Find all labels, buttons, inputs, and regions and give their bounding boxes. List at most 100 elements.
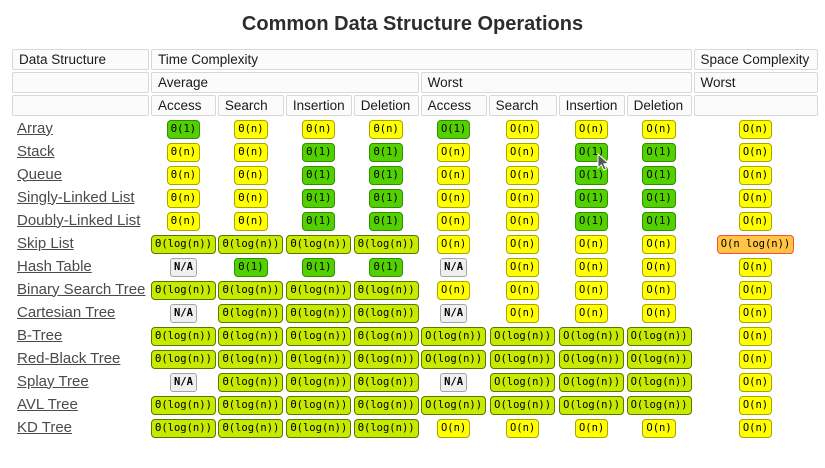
data-structure-link[interactable]: AVL Tree bbox=[17, 395, 78, 413]
complexity-cell: O(n) bbox=[694, 325, 818, 346]
complexity-cell: Θ(n) bbox=[151, 141, 216, 162]
complexity-pill: O(n) bbox=[436, 418, 471, 438]
data-structure-link[interactable]: Splay Tree bbox=[17, 372, 89, 390]
complexity-pill: O(n) bbox=[642, 280, 676, 300]
complexity-cell: O(n) bbox=[559, 417, 625, 438]
complexity-pill: Θ(log(n)) bbox=[218, 326, 284, 346]
complexity-cell: O(n) bbox=[694, 210, 818, 231]
complexity-pill: O(n) bbox=[738, 188, 773, 208]
complexity-cell: O(1) bbox=[627, 187, 692, 208]
complexity-pill: O(n) bbox=[642, 303, 676, 323]
complexity-cell: O(log(n)) bbox=[489, 394, 557, 415]
complexity-pill: O(n) bbox=[505, 234, 540, 254]
complexity-cell: Θ(1) bbox=[286, 141, 352, 162]
complexity-cell: Θ(log(n)) bbox=[151, 394, 216, 415]
complexity-cell: O(log(n)) bbox=[489, 371, 557, 392]
complexity-pill: Θ(log(n)) bbox=[151, 326, 216, 346]
data-structure-cell: Skip List bbox=[12, 233, 149, 254]
complexity-pill: O(1) bbox=[574, 165, 609, 185]
complexity-pill: Θ(log(n)) bbox=[218, 234, 284, 254]
data-structure-link[interactable]: Queue bbox=[17, 165, 63, 183]
complexity-pill: O(n) bbox=[574, 257, 609, 277]
complexity-pill: O(log(n)) bbox=[559, 326, 625, 346]
complexity-pill: O(n) bbox=[505, 418, 540, 438]
complexity-pill: Θ(1) bbox=[302, 142, 336, 162]
complexity-pill: Θ(log(n)) bbox=[353, 280, 419, 300]
complexity-cell: O(n) bbox=[489, 210, 557, 231]
data-structure-cell: Red-Black Tree bbox=[12, 348, 149, 369]
complexity-cell: Θ(1) bbox=[354, 256, 419, 277]
complexity-pill: O(n) bbox=[642, 418, 676, 438]
complexity-cell: Θ(1) bbox=[218, 256, 284, 277]
complexity-pill: O(n) bbox=[436, 165, 471, 185]
complexity-cell: Θ(log(n)) bbox=[286, 233, 352, 254]
complexity-cell: O(n) bbox=[489, 141, 557, 162]
complexity-cell: Θ(n) bbox=[218, 210, 284, 231]
complexity-pill: O(log(n)) bbox=[559, 372, 625, 392]
complexity-cell: O(n) bbox=[694, 348, 818, 369]
data-structure-link[interactable]: Cartesian Tree bbox=[17, 303, 116, 321]
data-structure-cell: Stack bbox=[12, 141, 149, 162]
complexity-pill: O(n) bbox=[505, 142, 540, 162]
complexity-pill: O(log(n)) bbox=[490, 372, 556, 392]
data-structure-link[interactable]: Skip List bbox=[17, 234, 74, 252]
table-row: AVL Tree Θ(log(n)) Θ(log(n)) Θ(log(n)) Θ(log… bbox=[12, 394, 818, 415]
data-structure-link[interactable]: Hash Table bbox=[17, 257, 92, 275]
complexity-pill: Θ(log(n)) bbox=[286, 395, 352, 415]
complexity-pill: O(n) bbox=[505, 165, 540, 185]
data-structure-link[interactable]: Stack bbox=[17, 142, 55, 160]
complexity-pill: O(n) bbox=[574, 280, 609, 300]
complexity-pill: O(log(n)) bbox=[421, 349, 487, 369]
complexity-cell: Θ(1) bbox=[354, 164, 419, 185]
complexity-cell: O(n) bbox=[627, 417, 692, 438]
header-worst-search: Search bbox=[488, 95, 557, 116]
complexity-pill: O(n) bbox=[505, 257, 540, 277]
complexity-pill: O(n) bbox=[505, 188, 540, 208]
data-structure-cell: Array bbox=[12, 118, 149, 139]
complexity-pill: Θ(1) bbox=[234, 257, 268, 277]
complexity-cell: N/A bbox=[151, 302, 216, 323]
header-worst-time: Worst bbox=[420, 72, 692, 93]
header-avg-insertion: Insertion bbox=[285, 95, 352, 116]
complexity-cell: Θ(1) bbox=[286, 210, 352, 231]
complexity-cell: O(n log(n)) bbox=[694, 233, 818, 254]
complexity-pill: O(n) bbox=[505, 280, 540, 300]
data-structure-link[interactable]: Red-Black Tree bbox=[17, 349, 121, 367]
data-structure-link[interactable]: Singly-Linked List bbox=[17, 188, 135, 206]
complexity-pill: Θ(log(n)) bbox=[353, 372, 419, 392]
complexity-cell: O(n) bbox=[421, 233, 487, 254]
complexity-pill: O(1) bbox=[574, 142, 609, 162]
complexity-cell: O(n) bbox=[559, 233, 625, 254]
complexity-cell: Θ(log(n)) bbox=[286, 348, 352, 369]
complexity-cell: Θ(log(n)) bbox=[151, 348, 216, 369]
complexity-cell: Θ(log(n)) bbox=[353, 417, 419, 438]
data-structure-link[interactable]: Doubly-Linked List bbox=[17, 211, 141, 229]
header-data-structure: Data Structure bbox=[12, 49, 149, 70]
complexity-cell: O(n) bbox=[694, 118, 818, 139]
data-structure-link[interactable]: KD Tree bbox=[17, 418, 73, 436]
data-structure-link[interactable]: Binary Search Tree bbox=[17, 280, 146, 298]
complexity-cell: Θ(log(n)) bbox=[286, 279, 352, 300]
complexity-pill: Θ(log(n)) bbox=[286, 349, 352, 369]
complexity-cell: Θ(log(n)) bbox=[151, 325, 216, 346]
data-structure-cell: AVL Tree bbox=[12, 394, 149, 415]
complexity-pill: O(1) bbox=[642, 188, 676, 208]
complexity-cell: Θ(1) bbox=[354, 210, 419, 231]
complexity-cell: O(1) bbox=[559, 187, 625, 208]
table-row: Cartesian Tree N/A Θ(log(n)) Θ(log(n)) Θ(log… bbox=[12, 302, 818, 323]
data-structure-cell: Queue bbox=[12, 164, 149, 185]
header-empty bbox=[12, 95, 149, 116]
complexity-pill: N/A bbox=[440, 303, 468, 323]
data-structure-link[interactable]: Array bbox=[17, 119, 53, 137]
complexity-pill: Θ(log(n)) bbox=[353, 395, 419, 415]
complexity-cell: Θ(n) bbox=[354, 118, 419, 139]
header-worst-insertion: Insertion bbox=[558, 95, 625, 116]
complexity-pill: Θ(1) bbox=[302, 211, 336, 231]
complexity-pill: O(n) bbox=[642, 119, 676, 139]
complexity-cell: O(log(n)) bbox=[421, 348, 487, 369]
complexity-pill: Θ(n) bbox=[234, 119, 268, 139]
data-structure-cell: KD Tree bbox=[12, 417, 149, 438]
data-structure-link[interactable]: B-Tree bbox=[17, 326, 63, 344]
complexity-pill: O(n) bbox=[436, 188, 471, 208]
header-worst-space: Worst bbox=[693, 72, 818, 93]
